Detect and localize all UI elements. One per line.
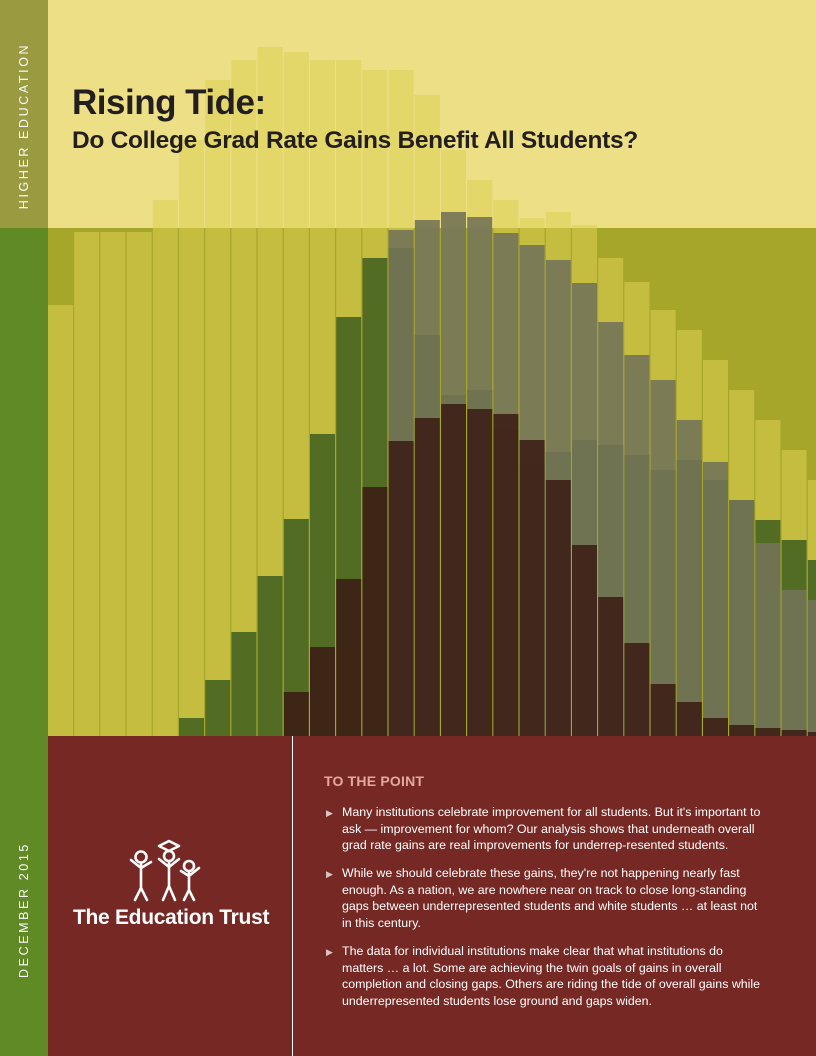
summary-heading: TO THE POINT	[324, 773, 425, 789]
decorative-bar	[441, 404, 466, 736]
education-trust-logo-icon	[129, 839, 201, 902]
decorative-bars-dark	[283, 404, 816, 736]
title-block: Rising Tide: Do College Grad Rate Gains …	[72, 84, 772, 156]
decorative-bar	[807, 732, 816, 736]
triangle-bullet-icon: ▶	[326, 869, 333, 880]
triangle-bullet-icon: ▶	[326, 947, 333, 958]
decorative-bar	[729, 500, 755, 736]
decorative-bar	[388, 441, 414, 736]
panel-divider	[292, 736, 293, 1056]
decorative-bar	[781, 590, 807, 736]
decorative-bar	[755, 728, 781, 736]
decorative-bar	[519, 440, 545, 736]
decorative-bar	[755, 543, 781, 736]
decorative-bar	[676, 420, 702, 736]
organization-name: The Education Trust	[73, 906, 270, 929]
decorative-bar	[598, 597, 624, 736]
page-subtitle: Do College Grad Rate Gains Benefit All S…	[72, 127, 638, 154]
decorative-bar	[703, 718, 728, 736]
decorative-bar	[467, 409, 493, 736]
decorative-bar	[231, 632, 257, 736]
decorative-bar	[205, 680, 231, 736]
summary-point: ▶ Many institutions celebrate improvement…	[326, 805, 761, 853]
decorative-bar	[781, 730, 807, 736]
triangle-bullet-icon: ▶	[326, 808, 333, 818]
summary-point: ▶ While we should celebrate these gains, …	[326, 866, 758, 931]
summary-panel	[48, 736, 816, 1056]
sidebar-bottom-band	[0, 228, 48, 1056]
decorative-bar	[624, 643, 650, 736]
page-title: Rising Tide:	[72, 83, 266, 122]
decorative-bar	[310, 647, 335, 736]
decorative-bar	[650, 684, 676, 736]
decorative-bar	[179, 718, 204, 736]
decorative-bar	[545, 480, 571, 736]
decorative-bar	[676, 702, 702, 736]
decorative-bar	[283, 692, 309, 736]
decorative-bar	[414, 418, 440, 736]
summary-points: ▶ Many institutions celebrate improvement…	[326, 804, 766, 1021]
decorative-bar	[650, 380, 676, 736]
decorative-bar	[493, 414, 519, 736]
date-label: DECEMBER 2015	[17, 842, 31, 978]
decorative-bar	[729, 725, 755, 736]
decorative-bar	[336, 579, 362, 736]
summary-point: ▶ The data for individual institutions ma…	[326, 944, 761, 1008]
decorative-bar	[807, 600, 816, 736]
sidebar-top-band	[0, 0, 48, 228]
decorative-bar	[257, 576, 283, 736]
decorative-bar	[572, 545, 597, 736]
decorative-bar	[362, 487, 388, 736]
decorative-bar	[703, 462, 728, 736]
section-label: HIGHER EDUCATION	[17, 42, 31, 210]
